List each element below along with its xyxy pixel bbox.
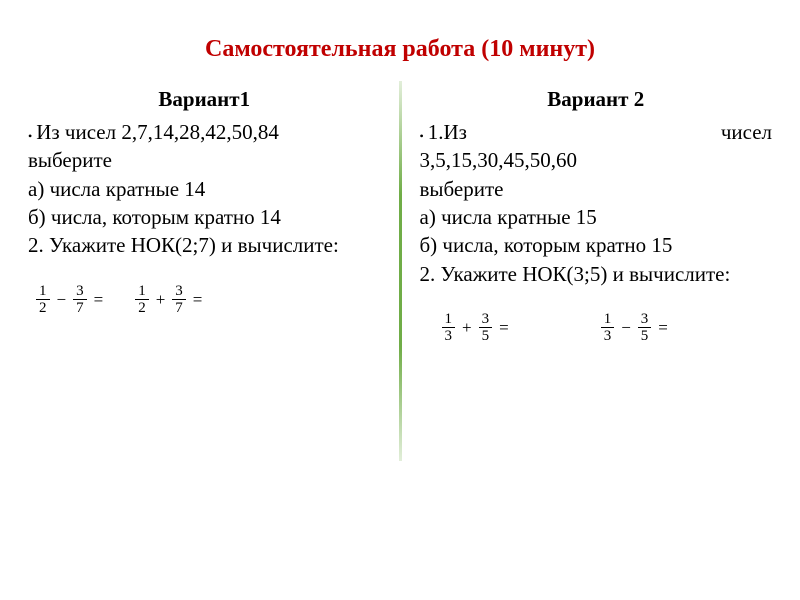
operator: + bbox=[156, 290, 166, 310]
operator: − bbox=[621, 318, 631, 338]
v1-expression-1: 1 2 − 3 7 = bbox=[34, 284, 103, 317]
fraction-denominator: 7 bbox=[73, 299, 87, 317]
v1-line1-pre: Из чисел bbox=[36, 120, 121, 144]
operator: + bbox=[462, 318, 472, 338]
v2-line3: выберите bbox=[420, 175, 773, 203]
v1-line4: б) числа, которым кратно 14 bbox=[28, 203, 381, 231]
v2-line1-pre: 1.Из bbox=[428, 120, 467, 144]
variant-2-column: Вариант 2 • 1.Из чисел 3,5,15,30,45,50,6… bbox=[402, 87, 783, 461]
fraction-numerator: 1 bbox=[601, 312, 615, 327]
v2-line2-nums: 3,5,15,30,45,50,60 bbox=[420, 146, 773, 174]
content-area: Вариант1 • Из чисел 2,7,14,28,42,50,84 в… bbox=[0, 87, 800, 461]
fraction-numerator: 1 bbox=[442, 312, 456, 327]
v1-line5: 2. Укажите НОК(2;7) и вычислите: bbox=[28, 231, 381, 259]
v2-line6: 2. Укажите НОК(3;5) и вычислите: bbox=[420, 260, 773, 288]
fraction-numerator: 1 bbox=[36, 284, 50, 299]
variant-1-body: • Из чисел 2,7,14,28,42,50,84 выберите а… bbox=[28, 118, 381, 260]
fraction-denominator: 2 bbox=[135, 299, 149, 317]
fraction-numerator: 3 bbox=[479, 312, 493, 327]
fraction-denominator: 3 bbox=[601, 327, 615, 345]
page-title: Самостоятельная работа (10 минут) bbox=[0, 0, 800, 87]
v2-line4: а) числа кратные 15 bbox=[420, 203, 773, 231]
variant-2-body: • 1.Из чисел 3,5,15,30,45,50,60 выберите… bbox=[420, 118, 773, 288]
fraction-numerator: 3 bbox=[172, 284, 186, 299]
fraction-denominator: 3 bbox=[442, 327, 456, 345]
bullet-icon: • bbox=[420, 128, 424, 144]
variant-2-heading: Вариант 2 bbox=[420, 87, 773, 112]
fraction-numerator: 1 bbox=[135, 284, 149, 299]
bullet-icon: • bbox=[28, 128, 32, 144]
fraction-denominator: 5 bbox=[479, 327, 493, 345]
variant-1-heading: Вариант1 bbox=[28, 87, 381, 112]
v2-expression-2: 1 3 − 3 5 = bbox=[599, 312, 668, 345]
equals: = bbox=[94, 290, 104, 310]
equals: = bbox=[193, 290, 203, 310]
equals: = bbox=[499, 318, 509, 338]
v1-expression-2: 1 2 + 3 7 = bbox=[133, 284, 202, 317]
v1-line2: выберите bbox=[28, 146, 381, 174]
v2-line1-post: чисел bbox=[721, 118, 772, 146]
v2-expression-1: 1 3 + 3 5 = bbox=[440, 312, 509, 345]
fraction-numerator: 3 bbox=[73, 284, 87, 299]
fraction-denominator: 7 bbox=[172, 299, 186, 317]
v1-line1-nums: 2,7,14,28,42,50,84 bbox=[121, 120, 279, 144]
variant-1-column: Вариант1 • Из чисел 2,7,14,28,42,50,84 в… bbox=[18, 87, 399, 461]
variant-1-fractions: 1 2 − 3 7 = 1 2 + 3 7 bbox=[28, 284, 381, 317]
equals: = bbox=[658, 318, 668, 338]
fraction-numerator: 3 bbox=[638, 312, 652, 327]
operator: − bbox=[57, 290, 67, 310]
v1-line3: а) числа кратные 14 bbox=[28, 175, 381, 203]
v2-line5: б) числа, которым кратно 15 bbox=[420, 231, 773, 259]
fraction-denominator: 5 bbox=[638, 327, 652, 345]
variant-2-fractions: 1 3 + 3 5 = 1 3 − 3 5 bbox=[420, 312, 773, 345]
fraction-denominator: 2 bbox=[36, 299, 50, 317]
